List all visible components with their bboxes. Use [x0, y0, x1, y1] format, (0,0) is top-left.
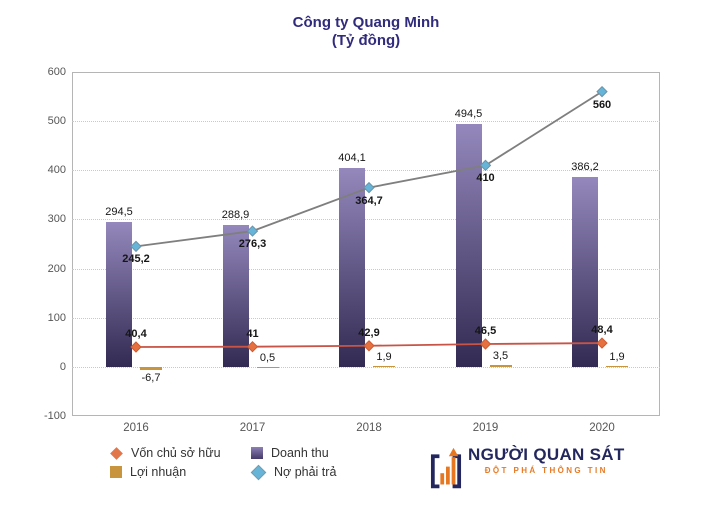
bar-doanh-thu: [106, 222, 132, 367]
data-label: 288,9: [221, 208, 250, 221]
data-label: 560: [592, 98, 612, 111]
x-tick-label: 2018: [356, 422, 382, 434]
orange-diamond-icon: [110, 446, 123, 460]
data-label: 41: [246, 327, 259, 340]
bar-lợi-nhuận: [489, 365, 512, 367]
blue-diamond-icon: [250, 464, 267, 480]
brand-logo: NGƯỜI QUAN SÁT ĐỘT PHÁ THÔNG TIN: [429, 445, 625, 492]
bar-lợi-nhuận: [373, 365, 395, 367]
data-label: 40,4: [125, 328, 147, 340]
legend-item-von-chu-so-huu: Vốn chủ sở hữu: [110, 444, 221, 462]
y-tick-label: 0: [59, 360, 66, 373]
purple-square-icon: [251, 447, 263, 459]
bar-lợi-nhuận: [606, 365, 628, 367]
y-tick-label: 300: [47, 213, 66, 226]
bar-lợi-nhuận: [140, 366, 162, 371]
legend-item-no-phai-tra: Nợ phải trả: [250, 463, 337, 481]
y-tick-label: 200: [47, 262, 66, 275]
gridline: [72, 268, 660, 270]
bar-doanh-thu: [572, 177, 598, 367]
gridline: [72, 121, 660, 123]
x-tick-label: 2019: [472, 422, 499, 434]
chart-title: Công ty Quang Minh (Tỷ đồng): [72, 14, 660, 50]
brand-name: NGƯỜI QUAN SÁT: [468, 445, 625, 464]
data-label: -6,7: [141, 372, 161, 385]
bar-chart-brackets-icon: [430, 447, 462, 489]
data-label: 1,9: [609, 350, 625, 363]
legend-label: Vốn chủ sở hữu: [131, 446, 221, 460]
y-tick-label: 600: [47, 66, 66, 78]
chart-title-line1: Công ty Quang Minh: [292, 14, 440, 31]
data-label: 494,5: [454, 107, 483, 120]
data-label: 42,9: [358, 326, 380, 339]
y-tick-label: 100: [47, 311, 66, 324]
x-tick-label: 2016: [123, 422, 149, 434]
brand-tagline: ĐỘT PHÁ THÔNG TIN: [484, 466, 608, 475]
y-tick-label: 500: [47, 115, 66, 128]
data-label: 364,7: [355, 194, 383, 207]
data-label: 404,1: [338, 152, 366, 165]
legend-column-2: Doanh thu Nợ phải trả: [250, 444, 337, 482]
data-label: 410: [476, 172, 495, 185]
data-label: 3,5: [492, 350, 509, 363]
brand-logo-text: NGƯỜI QUAN SÁT ĐỘT PHÁ THÔNG TIN: [468, 445, 625, 475]
chart-title-line2: (Tỷ đồng): [331, 32, 401, 49]
legend-label: Nợ phải trả: [274, 465, 337, 479]
y-tick-label: 400: [47, 164, 66, 177]
data-label: 46,5: [474, 325, 497, 337]
plot-frame: [72, 72, 660, 416]
data-label: 294,5: [105, 206, 133, 219]
tan-square-icon: [110, 466, 122, 478]
legend-item-loi-nhuan: Lợi nhuận: [110, 463, 221, 481]
legend-item-doanh-thu: Doanh thu: [251, 444, 336, 462]
legend-label: Lợi nhuận: [130, 465, 187, 479]
legend-label: Doanh thu: [271, 446, 329, 460]
legend-column-1: Vốn chủ sở hữu Lợi nhuận: [110, 444, 221, 482]
data-label: 245,2: [122, 253, 150, 266]
x-tick-label: 2020: [589, 422, 615, 434]
data-label: 48,4: [591, 324, 613, 337]
data-label: 1,9: [376, 350, 392, 363]
y-tick-label: -100: [43, 410, 66, 422]
gridline: [72, 366, 660, 368]
gridline: [72, 317, 660, 319]
data-label: 0,5: [259, 351, 276, 364]
data-label: 386,2: [571, 161, 599, 174]
data-label: 276,3: [238, 238, 267, 251]
x-tick-label: 2017: [239, 422, 266, 434]
